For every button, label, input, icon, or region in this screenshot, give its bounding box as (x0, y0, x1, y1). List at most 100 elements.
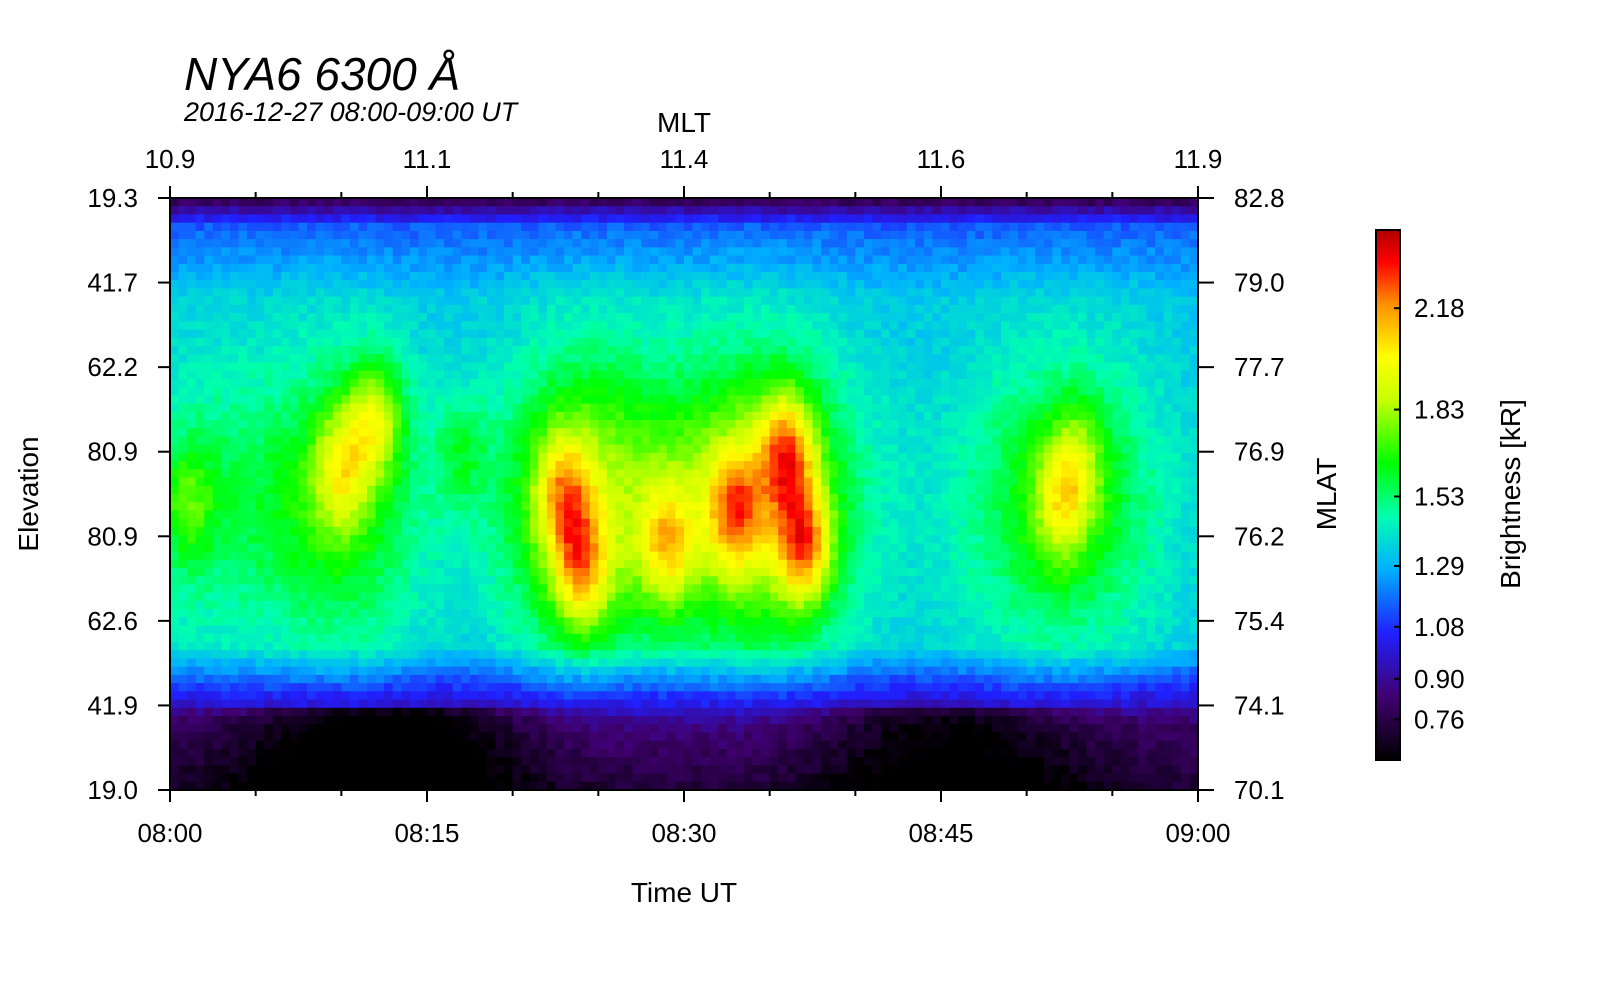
heatmap-cell (170, 354, 180, 364)
heatmap-cell (701, 428, 711, 438)
heatmap-cell (564, 716, 574, 725)
heatmap-cell (401, 732, 411, 742)
heatmap-cell (632, 214, 642, 224)
heatmap-cell (418, 650, 428, 660)
heatmap-cell (495, 543, 505, 553)
heatmap-cell (401, 650, 411, 660)
heatmap-cell (675, 206, 685, 216)
heatmap-cell (289, 633, 300, 643)
heatmap-cell (349, 781, 360, 790)
heatmap-cell (170, 387, 180, 396)
heatmap-cell (195, 642, 205, 651)
heatmap-cell (195, 535, 205, 544)
heatmap-cell (281, 337, 291, 347)
heatmap-cell (367, 329, 377, 339)
heatmap-cell (649, 691, 659, 701)
heatmap-cell (743, 296, 754, 306)
heatmap-cell (684, 420, 694, 429)
heatmap-cell (255, 740, 265, 750)
heatmap-cell (624, 469, 634, 479)
heatmap-cell (512, 748, 522, 758)
heatmap-cell (178, 748, 188, 758)
heatmap-cell (598, 313, 608, 322)
heatmap-cell (581, 699, 591, 709)
heatmap-cell (187, 535, 197, 544)
heatmap-cell (272, 321, 282, 331)
heatmap-cell (718, 584, 728, 594)
heatmap-cell (221, 280, 231, 290)
heatmap-cell (461, 592, 471, 602)
heatmap-cell (264, 502, 274, 512)
heatmap-cell (675, 354, 685, 364)
heatmap-cell (529, 230, 539, 240)
heatmap-cell (307, 354, 317, 364)
heatmap-cell (264, 691, 274, 701)
heatmap-cell (752, 650, 762, 660)
heatmap-cell (195, 551, 205, 561)
heatmap-cell (495, 403, 505, 413)
heatmap-cell (392, 740, 402, 750)
heatmap-cell (418, 477, 428, 487)
heatmap-cell (538, 230, 548, 240)
heatmap-cell (521, 748, 531, 758)
heatmap-cell (255, 222, 265, 232)
heatmap-cell (606, 346, 617, 355)
heatmap-cell (229, 535, 240, 544)
heatmap-cell (212, 773, 222, 783)
heatmap-cell (307, 666, 317, 676)
heatmap-cell (726, 263, 736, 273)
heatmap-cell (632, 469, 642, 479)
heatmap-cell (701, 617, 711, 627)
heatmap-cell (495, 477, 505, 487)
heatmap-cell (187, 214, 197, 224)
heatmap-cell (504, 436, 514, 446)
heatmap-cell (195, 272, 205, 281)
heatmap-cell (512, 378, 522, 388)
heatmap-cell (221, 617, 231, 627)
heatmap-cell (409, 683, 420, 692)
heatmap-cell (495, 362, 505, 372)
heatmap-cell (546, 206, 557, 216)
heatmap-cell (178, 354, 188, 364)
heatmap-cell (418, 255, 428, 265)
heatmap-cell (726, 420, 736, 429)
heatmap-cell (289, 469, 300, 479)
heatmap-cell (264, 411, 274, 421)
heatmap-cell (624, 444, 634, 454)
heatmap-cell (332, 346, 342, 355)
heatmap-cell (735, 461, 745, 470)
heatmap-cell (624, 748, 634, 758)
heatmap-cell (675, 337, 685, 347)
heatmap-cell (178, 666, 188, 676)
heatmap-cell (212, 337, 222, 347)
heatmap-cell (615, 222, 625, 232)
heatmap-cell (247, 526, 257, 536)
heatmap-cell (504, 452, 514, 462)
heatmap-cell (221, 370, 231, 380)
heatmap-cell (641, 518, 651, 528)
heatmap-cell (444, 494, 454, 503)
heatmap-cell (641, 773, 651, 783)
heatmap-cell (435, 452, 445, 462)
heatmap-cell (255, 354, 265, 364)
heatmap-cell (564, 370, 574, 380)
heatmap-cell (555, 518, 565, 528)
heatmap-cell (504, 420, 514, 429)
heatmap-cell (461, 609, 471, 618)
heatmap-cell (709, 321, 719, 331)
heatmap-cell (538, 255, 548, 265)
heatmap-cell (409, 510, 420, 520)
heatmap-cell (170, 239, 180, 248)
heatmap-cell (581, 411, 591, 421)
heatmap-cell (238, 773, 248, 783)
heatmap-cell (666, 617, 677, 627)
heatmap-cell (675, 617, 685, 627)
heatmap-cell (427, 642, 437, 651)
heatmap-cell (229, 502, 240, 512)
heatmap-cell (701, 650, 711, 660)
heatmap-cell (589, 526, 599, 536)
heatmap-cell (332, 592, 342, 602)
heatmap-cell (666, 304, 677, 314)
heatmap-cell (221, 329, 231, 339)
heatmap-cell (649, 707, 659, 717)
